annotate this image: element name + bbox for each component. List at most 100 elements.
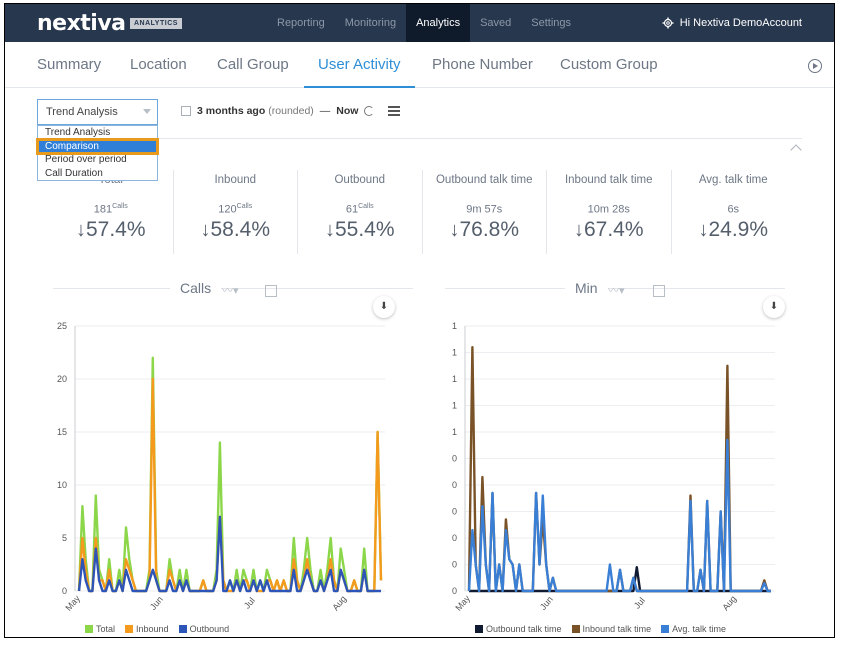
- stat-change: ↓58.4%: [174, 218, 298, 242]
- stat-unit: Calls: [112, 203, 128, 210]
- analysis-type-select[interactable]: Trend Analysis: [37, 99, 158, 125]
- stat-card: Outbound 61Calls ↓55.4%: [298, 170, 423, 254]
- nav-item-monitoring[interactable]: Monitoring: [344, 17, 397, 29]
- dropdown-option[interactable]: Trend Analysis: [45, 127, 111, 138]
- tab-phone-number[interactable]: Phone Number: [432, 56, 533, 73]
- legend-label: Inbound: [136, 624, 169, 634]
- y-tick-label: 0: [452, 480, 457, 490]
- stat-label: Outbound: [334, 174, 385, 186]
- calendar-icon: [181, 106, 191, 116]
- trend-icon[interactable]: 〰▾: [608, 285, 625, 297]
- legend-swatch: [125, 625, 134, 633]
- x-tick-label: Jun: [148, 594, 165, 612]
- nav-item-analytics[interactable]: Analytics: [406, 4, 471, 42]
- stat-value: 10m 28s: [547, 203, 671, 216]
- expand-icon[interactable]: [653, 285, 665, 297]
- series-line-inbound[interactable]: [77, 377, 383, 593]
- stat-change: ↓55.4%: [298, 218, 422, 242]
- series-line-total[interactable]: [77, 356, 383, 593]
- date-range-separator: —: [319, 105, 331, 117]
- nav-item-settings[interactable]: Settings: [531, 17, 572, 29]
- y-tick-label: 0: [452, 454, 457, 464]
- user-greeting: Hi Nextiva DemoAccount: [679, 17, 802, 29]
- gear-icon: [662, 17, 674, 29]
- collapse-chevron-icon[interactable]: [790, 144, 802, 156]
- series-line-outbound-talk-time[interactable]: [469, 565, 771, 593]
- stat-change-value: 76.8%: [459, 217, 520, 241]
- y-tick-label: 0: [452, 586, 457, 596]
- x-tick-label: Jul: [632, 595, 647, 610]
- date-range-start: 3 months ago: [197, 105, 266, 117]
- calls-title-rule: [53, 288, 413, 289]
- section-tabs: Summary Location Call Group User Activity Ph…: [5, 42, 834, 88]
- y-tick-label: 1: [452, 321, 457, 331]
- tab-summary[interactable]: Summary: [37, 56, 102, 73]
- dropdown-option[interactable]: Call Duration: [45, 167, 103, 179]
- stat-number: 9m 57s: [466, 203, 503, 216]
- nav-item-reporting[interactable]: Reporting: [277, 17, 325, 29]
- legend-swatch: [85, 625, 93, 633]
- legend-label: Outbound: [189, 624, 230, 634]
- tab-custom-group[interactable]: Custom Group: [560, 56, 658, 73]
- tab-location[interactable]: Location: [130, 56, 187, 73]
- date-range[interactable]: 3 months ago (rounded) — Now: [181, 105, 401, 117]
- arrow-down-icon: ↓: [324, 218, 335, 241]
- stat-number: 10m 28s: [587, 203, 630, 216]
- main-nav: Reporting Monitoring Analytics Saved Setting…: [267, 4, 581, 42]
- legend-item[interactable]: Inbound talk time: [571, 624, 652, 634]
- stat-change-value: 57.4%: [85, 217, 146, 241]
- stat-change: ↓24.9%: [672, 218, 796, 242]
- summary-stats: Total181Calls↓57.4%Inbound120Calls↓58.4%…: [49, 170, 795, 254]
- y-tick-label: 20: [57, 374, 67, 384]
- legend-swatch: [661, 625, 670, 633]
- calls-legend: Total Inbound Outbound: [85, 624, 229, 634]
- refresh-icon[interactable]: [364, 106, 375, 116]
- arrow-down-icon: ↓: [449, 218, 460, 241]
- legend-item[interactable]: Total: [85, 624, 115, 634]
- nextiva-logo[interactable]: nextiva: [37, 11, 126, 36]
- user-menu[interactable]: Hi Nextiva DemoAccount: [662, 4, 802, 42]
- stat-card: Total181Calls↓57.4%: [49, 170, 174, 254]
- stat-value: 9m 57s: [423, 203, 547, 216]
- download-icon[interactable]: ⬇: [373, 296, 395, 318]
- stat-unit: Calls: [358, 203, 374, 210]
- legend-item[interactable]: Outbound talk time: [475, 624, 562, 634]
- settings-sliders-icon[interactable]: [388, 106, 401, 116]
- download-icon[interactable]: ⬇: [763, 296, 785, 318]
- y-tick-label: 0: [452, 533, 457, 543]
- stat-change: ↓76.8%: [423, 218, 547, 242]
- analysis-type-value: Trend Analysis: [46, 106, 118, 118]
- nav-item-saved[interactable]: Saved: [480, 17, 512, 29]
- calls-chart-title: Calls: [170, 280, 222, 296]
- stat-change: ↓57.4%: [49, 218, 173, 242]
- x-tick-label: Aug: [720, 594, 738, 613]
- series-line-outbound[interactable]: [77, 515, 381, 593]
- talk-time-legend: Outbound talk time Inbound talk time Avg. …: [475, 624, 726, 634]
- legend-label: Inbound talk time: [582, 624, 652, 634]
- y-tick-label: 25: [57, 321, 67, 331]
- tab-user-activity[interactable]: User Activity: [304, 56, 415, 88]
- trend-icon[interactable]: 〰▾: [222, 285, 239, 297]
- legend-item[interactable]: Avg. talk time: [661, 624, 726, 634]
- stat-number: 181: [93, 203, 113, 216]
- stat-value: 6s: [672, 203, 796, 216]
- y-tick-label: 1: [452, 348, 457, 358]
- y-tick-label: 1: [452, 374, 457, 384]
- stat-card: Avg. talk time 6s ↓24.9%: [672, 170, 796, 254]
- series-line-avg-talk-time[interactable]: [467, 438, 771, 593]
- expand-icon[interactable]: [265, 285, 277, 297]
- dropdown-option[interactable]: Comparison: [36, 137, 159, 155]
- stat-number: 120: [218, 203, 237, 216]
- stat-value: 120Calls: [174, 203, 298, 216]
- x-tick-label: Jun: [538, 594, 555, 612]
- legend-item[interactable]: Outbound: [178, 624, 230, 634]
- tab-call-group[interactable]: Call Group: [217, 56, 289, 73]
- analysis-type-dropdown: Trend Analysis Comparison Period over peri…: [36, 125, 159, 181]
- dropdown-option[interactable]: Period over period: [45, 154, 127, 165]
- legend-label: Avg. talk time: [672, 624, 726, 634]
- play-icon[interactable]: [808, 59, 822, 73]
- arrow-down-icon: ↓: [573, 218, 584, 241]
- legend-item[interactable]: Inbound: [125, 624, 169, 634]
